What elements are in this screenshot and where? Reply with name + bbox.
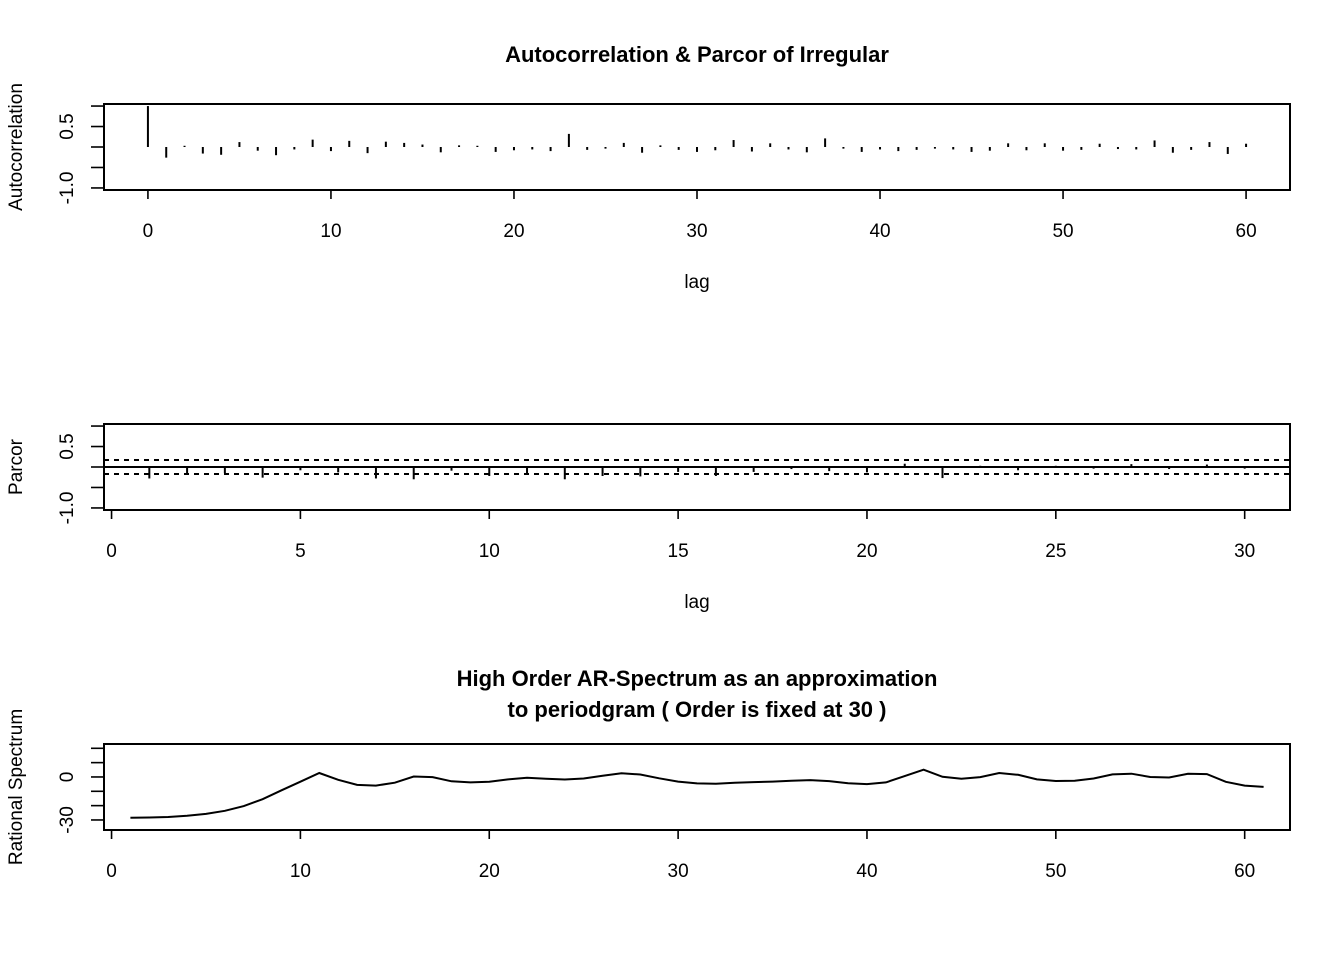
acf-x-tick-label: 0 xyxy=(143,221,154,242)
spectrum-y-axis: -30 0 xyxy=(57,747,105,834)
parcor-x-axis-label: lag xyxy=(684,592,709,613)
spectrum-x-tick-label: 10 xyxy=(290,861,311,882)
parcor-x-tick-label: 0 xyxy=(106,541,117,562)
parcor-x-axis: 0 5 10 15 20 25 30 xyxy=(106,509,1255,562)
spectrum-x-tick-label: 50 xyxy=(1045,861,1066,882)
parcor-x-tick-label: 5 xyxy=(295,541,306,562)
spectrum-x-tick-label: 30 xyxy=(668,861,689,882)
acf-x-axis: 0 10 20 30 40 50 60 xyxy=(143,189,1257,242)
parcor-panel: 0 5 10 15 20 25 30 -1.0 0.5 lag Parcor xyxy=(6,423,1291,613)
parcor-y-tick-label: 0.5 xyxy=(57,433,78,459)
acf-x-tick-label: 20 xyxy=(503,221,524,242)
acf-y-axis-label: Autocorrelation xyxy=(6,83,27,211)
parcor-x-tick-label: 20 xyxy=(856,541,877,562)
acf-x-tick-label: 60 xyxy=(1236,221,1257,242)
acf-y-axis: -1.0 0.5 xyxy=(57,105,105,205)
spectrum-title-line-1: High Order AR-Spectrum as an approximati… xyxy=(457,666,938,691)
parcor-y-axis-label: Parcor xyxy=(6,438,27,495)
acf-x-axis-label: lag xyxy=(684,272,709,293)
spectrum-y-axis-label: Rational Spectrum xyxy=(6,709,27,865)
parcor-x-tick-label: 10 xyxy=(479,541,500,562)
spectrum-panel: High Order AR-Spectrum as an approximati… xyxy=(6,666,1291,882)
parcor-y-axis: -1.0 0.5 xyxy=(57,425,105,525)
acf-x-tick-label: 50 xyxy=(1052,221,1073,242)
spectrum-marks xyxy=(130,768,1264,819)
spectrum-plot-frame xyxy=(103,743,1291,831)
acf-x-tick-label: 10 xyxy=(320,221,341,242)
spectrum-title-line-2: to periodgram ( Order is fixed at 30 ) xyxy=(508,697,887,722)
parcor-x-tick-label: 25 xyxy=(1045,541,1066,562)
spectrum-y-tick-label: 0 xyxy=(57,772,78,783)
spectrum-x-tick-label: 40 xyxy=(856,861,877,882)
spectrum-x-tick-label: 0 xyxy=(106,861,117,882)
acf-x-tick-label: 40 xyxy=(869,221,890,242)
spectrum-x-tick-label: 20 xyxy=(479,861,500,882)
acf-panel: Autocorrelation & Parcor of Irregular 0 1… xyxy=(6,42,1291,293)
acf-x-tick-label: 30 xyxy=(686,221,707,242)
acf-y-tick-label: -1.0 xyxy=(57,172,78,205)
acf-marks xyxy=(146,106,1248,158)
acf-y-tick-label: 0.5 xyxy=(57,113,78,139)
spectrum-y-tick-label: -30 xyxy=(57,806,78,833)
parcor-x-tick-label: 15 xyxy=(668,541,689,562)
parcor-marks xyxy=(104,459,1290,480)
acf-title: Autocorrelation & Parcor of Irregular xyxy=(505,42,889,67)
spectrum-series-line xyxy=(130,768,1264,819)
spectrum-x-tick-label: 60 xyxy=(1234,861,1255,882)
spectrum-x-axis: 0 10 20 30 40 50 60 xyxy=(106,829,1255,882)
parcor-x-tick-label: 30 xyxy=(1234,541,1255,562)
parcor-y-tick-label: -1.0 xyxy=(57,492,78,525)
